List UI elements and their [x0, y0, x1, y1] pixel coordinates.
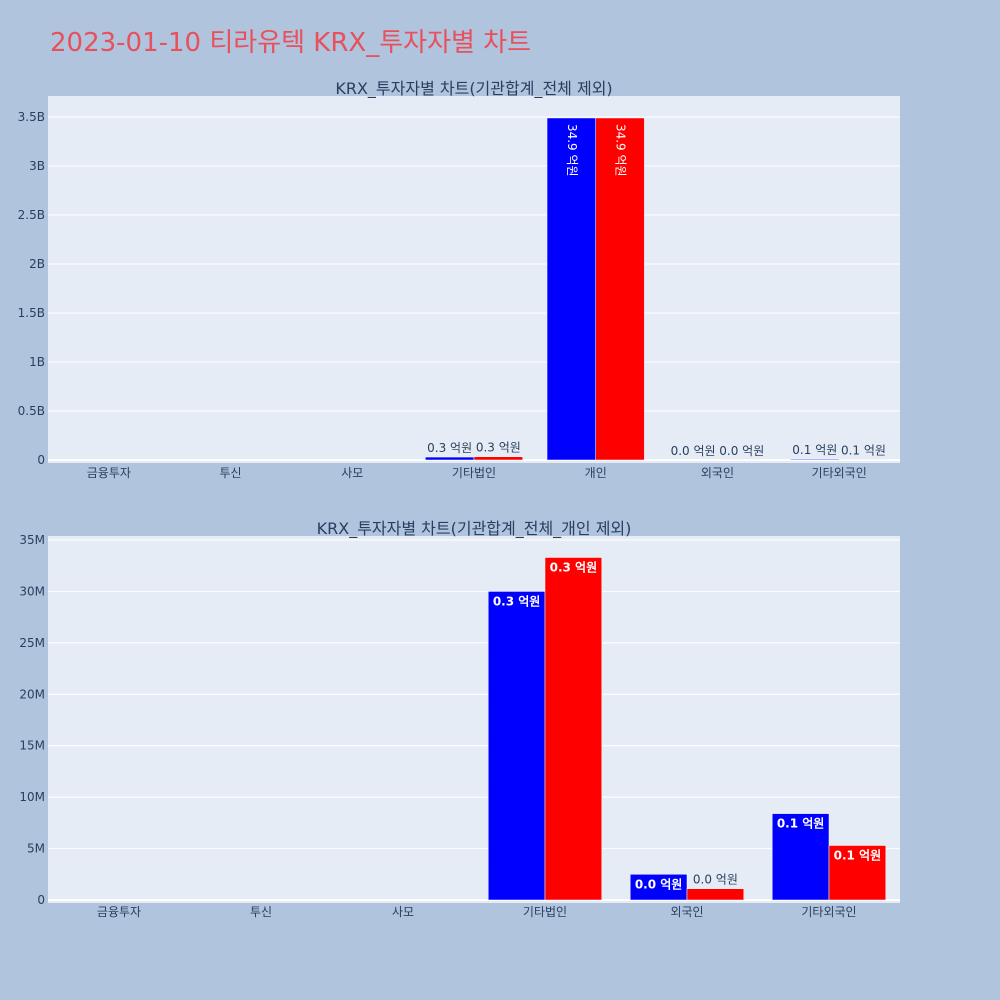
data-label: 0.0 억원: [693, 873, 738, 887]
bar-a: [771, 813, 830, 901]
data-label: 0.1 억원: [792, 443, 837, 457]
data-label: 34.9 억원: [565, 124, 579, 177]
data-label: 0.3 억원: [493, 594, 541, 608]
plot-area: [48, 96, 900, 463]
y-tick-label: 0.5B: [18, 404, 45, 418]
bar-b: [828, 845, 887, 901]
data-label: 34.9 억원: [614, 124, 628, 177]
bar-b: [473, 456, 523, 461]
data-label: 0.0 억원: [719, 444, 764, 458]
data-label: 0.1 억원: [841, 443, 886, 457]
chart-1: 0 0.5B 1B 1.5B 2B 2.5B 3B 3.5B KRX_투자자별 차트(기관합계_…: [18, 79, 900, 480]
x-tick-label: 기타법인: [452, 466, 496, 480]
plot-area: [48, 536, 900, 903]
y-tick-label: 5M: [27, 842, 45, 856]
x-tick-label: 투신: [250, 905, 272, 919]
x-tick-label: 기타법인: [523, 905, 567, 919]
bar-a: [629, 874, 688, 901]
bar-a: [790, 458, 840, 461]
y-tick-label: 0: [37, 893, 45, 907]
x-tick-label: 투신: [220, 466, 242, 480]
bar-b: [544, 557, 603, 901]
data-label: 0.3 억원: [427, 441, 472, 455]
chart-title: KRX_투자자별 차트(기관합계_전체 제외): [335, 79, 612, 99]
bar-a: [668, 459, 718, 461]
chart-2: 0 5M 10M 15M 20M 25M 30M 35M KRX_투자자별 차트(기관합계_전체…: [19, 519, 900, 919]
y-tick-label: 20M: [19, 687, 45, 701]
y-tick-label: 30M: [19, 584, 45, 598]
y-tick-label: 1.5B: [18, 306, 45, 320]
x-tick-label: 사모: [392, 905, 414, 919]
x-tick-label: 금융투자: [97, 905, 141, 919]
bar-b: [686, 888, 745, 901]
x-tick-label: 사모: [341, 466, 363, 480]
x-tick-label: 개인: [585, 466, 607, 480]
x-tick-label: 기타외국인: [812, 466, 867, 480]
bar-b: [838, 459, 889, 461]
y-tick-label: 1B: [29, 355, 45, 369]
y-tick-label: 0: [37, 453, 45, 467]
bar-a: [487, 591, 546, 901]
data-label: 0.1 억원: [834, 848, 882, 862]
x-tick-label: 외국인: [670, 905, 703, 919]
bar-a: [425, 456, 475, 461]
data-label: 0.3 억원: [476, 441, 521, 455]
y-tick-label: 10M: [19, 790, 45, 804]
data-label: 0.0 억원: [635, 877, 683, 891]
bar-b: [595, 117, 645, 461]
x-tick-label: 금융투자: [87, 466, 131, 480]
data-label: 0.3 억원: [550, 560, 598, 574]
data-label: 0.1 억원: [777, 817, 825, 831]
data-label: 0.0 억원: [671, 444, 716, 458]
bar-b: [717, 459, 767, 461]
chart-title: KRX_투자자별 차트(기관합계_전체_개인 제외): [317, 519, 632, 539]
bar-a: [546, 117, 596, 461]
y-tick-label: 3B: [29, 159, 45, 173]
page-title: 2023-01-10 티라유텍 KRX_투자자별 차트: [50, 28, 532, 58]
y-tick-label: 25M: [19, 636, 45, 650]
x-tick-label: 기타외국인: [801, 905, 856, 919]
y-tick-label: 2B: [29, 257, 45, 271]
y-tick-label: 35M: [19, 533, 45, 547]
x-tick-label: 외국인: [701, 466, 734, 480]
y-tick-label: 15M: [19, 739, 45, 753]
y-tick-label: 3.5B: [18, 110, 45, 124]
y-tick-label: 2.5B: [18, 208, 45, 222]
